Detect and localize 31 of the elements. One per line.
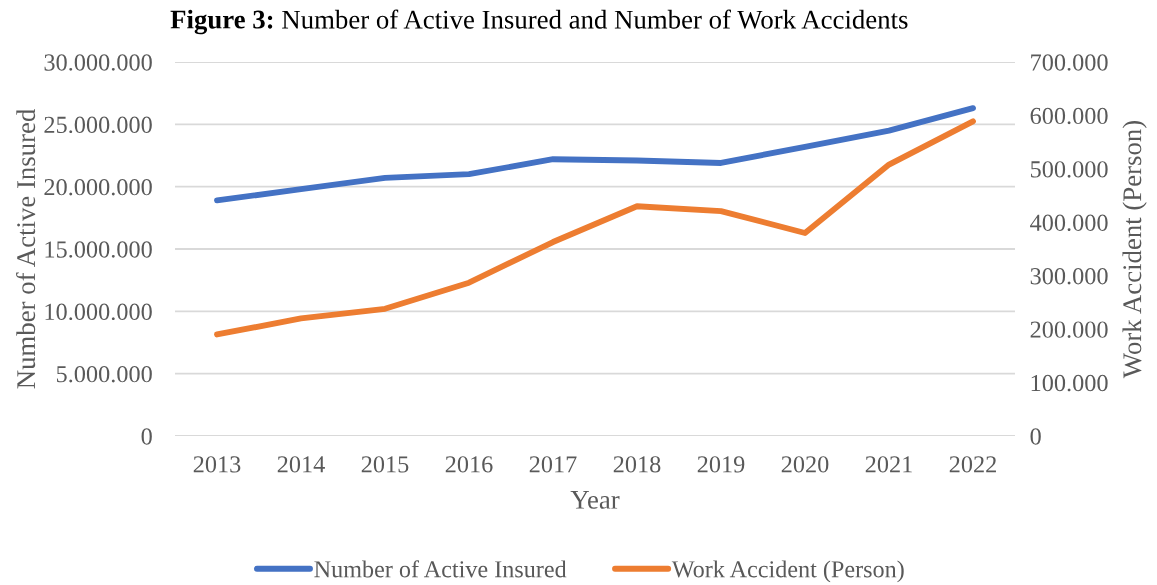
x-tick-label: 2016 [445, 456, 493, 473]
x-tick-label: 2014 [277, 456, 325, 473]
y-tick-label: 30.000.000 [44, 54, 152, 71]
x-tick-label: 2018 [613, 456, 661, 473]
y2-tick-label: 300.000 [1030, 267, 1108, 285]
chart-title: Figure 3: Number of Active Insured and Number of Work Accidents [170, 9, 908, 35]
x-tick-label: 2015 [361, 456, 409, 473]
legend-label: Number of Active Insured [314, 560, 567, 578]
y-tick-label: 5.000.000 [56, 365, 152, 383]
x-tick-label: 2020 [781, 456, 829, 473]
y2-tick-label: 0 [1030, 428, 1041, 445]
y2-tick-label: 600.000 [1030, 107, 1108, 125]
y-tick-label: 15.000.000 [45, 241, 152, 258]
x-tick-label: 2017 [529, 456, 577, 473]
y2-axis-title: Work Accident (Person) [1122, 120, 1147, 379]
y-tick-label: 20.000.000 [44, 178, 152, 196]
y2-tick-label: 400.000 [1030, 214, 1108, 232]
x-tick-label: 2019 [697, 456, 745, 473]
y-axis-title: Number of Active Insured [16, 109, 36, 389]
x-tick-label: 2022 [949, 456, 996, 473]
y-tick-label: 10.000.000 [45, 303, 152, 321]
y-tick-label: 25.000.000 [44, 116, 152, 134]
y2-tick-label: 100.000 [1031, 374, 1108, 392]
y2-tick-label: 200.000 [1030, 321, 1108, 338]
x-axis-title: Year [570, 491, 620, 509]
y-tick-label: 0 [141, 428, 152, 445]
y2-tick-label: 500.000 [1031, 161, 1108, 178]
y2-tick-label: 700.000 [1031, 54, 1108, 71]
legend-label: Work Accident (Person) [671, 560, 904, 583]
x-tick-label: 2021 [865, 456, 912, 473]
x-tick-label: 2013 [193, 456, 241, 473]
